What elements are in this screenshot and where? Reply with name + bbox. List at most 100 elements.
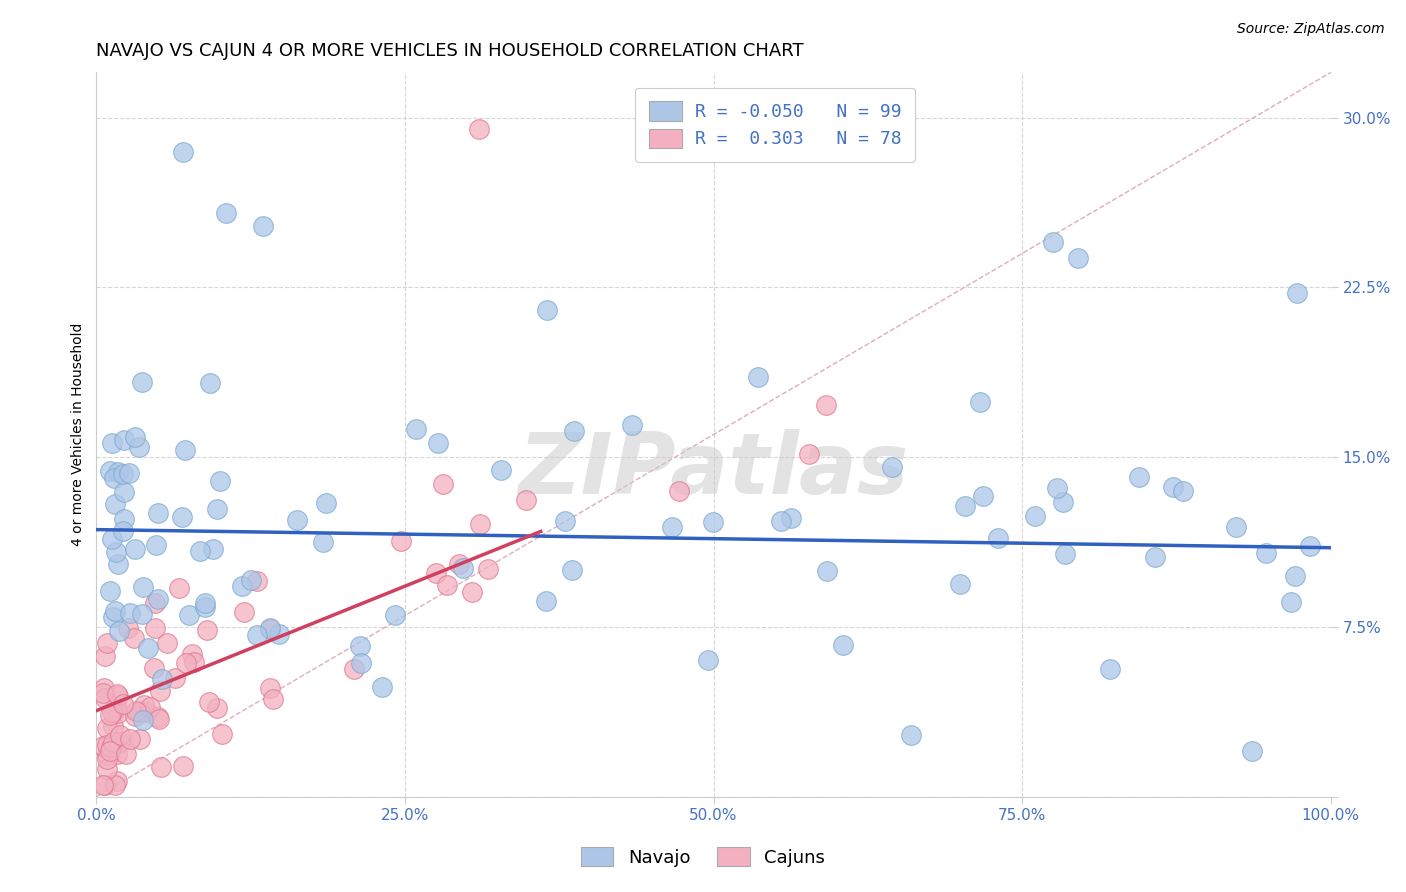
Point [343, 662, 366, 676]
Point [205, 700, 228, 714]
Point [371, 680, 394, 694]
Point [232, 605, 254, 619]
Point [100, 464, 122, 478]
Point [101, 533, 124, 547]
Point [882, 459, 904, 474]
Point [240, 573, 263, 587]
Point [131, 376, 153, 390]
Point [135, 705, 157, 719]
Point [477, 562, 499, 576]
Point [1279, 595, 1302, 609]
Point [246, 574, 269, 588]
Point [799, 447, 821, 461]
Point [702, 515, 724, 529]
Point [1144, 549, 1167, 564]
Point [207, 502, 229, 516]
Point [1024, 509, 1046, 524]
Point [900, 728, 922, 742]
Point [118, 606, 141, 620]
Point [194, 599, 217, 614]
Point [104, 545, 127, 559]
Point [98, 583, 121, 598]
Point [132, 580, 155, 594]
Point [1099, 662, 1122, 676]
Point [96, 752, 118, 766]
Point [489, 463, 512, 477]
Point [285, 513, 308, 527]
Point [132, 698, 155, 712]
Point [101, 705, 124, 719]
Point [536, 303, 558, 318]
Point [172, 759, 194, 773]
Point [163, 671, 186, 685]
Point [117, 466, 139, 480]
Point [620, 417, 643, 432]
Point [122, 631, 145, 645]
Point [183, 656, 205, 670]
Point [208, 474, 231, 488]
Y-axis label: 4 or more Vehicles in Household: 4 or more Vehicles in Household [72, 323, 86, 546]
Point [449, 557, 471, 571]
Point [107, 690, 129, 704]
Point [461, 585, 484, 599]
Point [259, 681, 281, 696]
Point [124, 709, 146, 723]
Point [124, 542, 146, 557]
Point [173, 442, 195, 457]
Point [180, 647, 202, 661]
Point [1284, 568, 1306, 582]
Point [194, 596, 217, 610]
Point [453, 561, 475, 575]
Point [150, 760, 173, 774]
Point [661, 519, 683, 533]
Point [172, 145, 194, 159]
Point [315, 496, 337, 510]
Point [252, 219, 274, 234]
Point [104, 698, 127, 713]
Point [129, 731, 152, 746]
Point [115, 747, 138, 761]
Point [128, 705, 150, 719]
Point [468, 516, 491, 531]
Point [1171, 483, 1194, 498]
Point [112, 485, 135, 500]
Point [94, 690, 117, 705]
Point [172, 510, 194, 524]
Point [1042, 235, 1064, 249]
Text: NAVAJO VS CAJUN 4 OR MORE VEHICLES IN HOUSEHOLD CORRELATION CHART: NAVAJO VS CAJUN 4 OR MORE VEHICLES IN HO… [97, 42, 804, 60]
Point [1286, 285, 1309, 300]
Point [815, 398, 838, 412]
Point [96, 748, 118, 763]
Point [176, 657, 198, 671]
Point [91, 739, 114, 754]
Point [432, 477, 454, 491]
Point [118, 732, 141, 747]
Point [128, 440, 150, 454]
Point [986, 531, 1008, 545]
Point [553, 514, 575, 528]
Point [350, 656, 373, 670]
Point [103, 705, 125, 719]
Point [468, 122, 491, 136]
Point [94, 778, 117, 792]
Point [169, 581, 191, 595]
Point [815, 564, 838, 578]
Point [1052, 495, 1074, 509]
Point [125, 704, 148, 718]
Legend: Navajo, Cajuns: Navajo, Cajuns [574, 840, 832, 874]
Point [405, 422, 427, 436]
Point [96, 636, 118, 650]
Point [108, 728, 131, 742]
Point [91, 778, 114, 792]
Point [534, 594, 557, 608]
Point [198, 376, 221, 390]
Point [668, 483, 690, 498]
Point [211, 727, 233, 741]
Point [98, 707, 121, 722]
Point [389, 533, 412, 548]
Point [104, 778, 127, 792]
Point [107, 557, 129, 571]
Point [425, 566, 447, 581]
Point [101, 609, 124, 624]
Point [107, 747, 129, 761]
